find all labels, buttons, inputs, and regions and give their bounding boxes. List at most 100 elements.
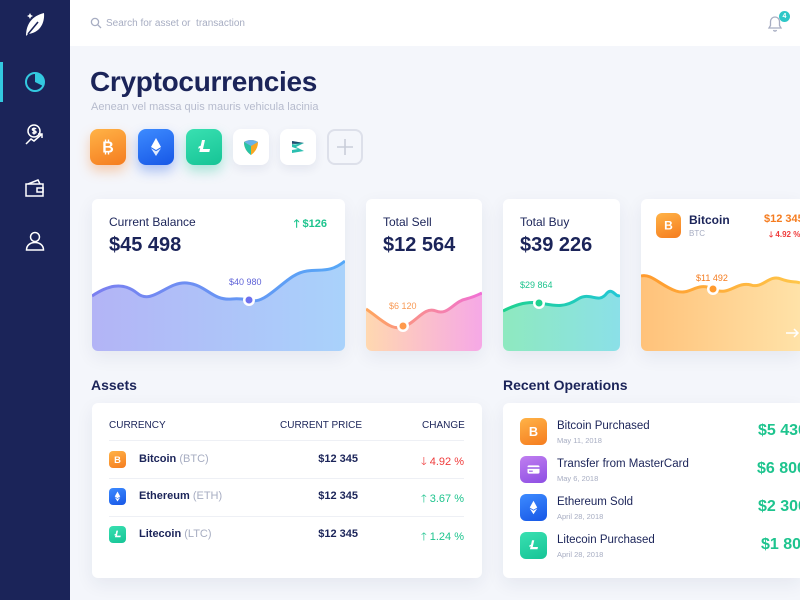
pie-chart-icon	[25, 72, 45, 92]
zilliqa-filter-button[interactable]	[280, 129, 316, 165]
bitcoin-card-ticker: BTC	[689, 229, 705, 238]
balance-label: Current Balance	[109, 215, 196, 229]
asset-name: Litecoin (LTC)	[139, 528, 212, 540]
arrow-up-icon: 🡑	[420, 531, 427, 543]
operation-amount: $5 430	[758, 422, 800, 439]
litecoin-icon	[198, 140, 210, 152]
arrow-right-icon[interactable]	[786, 327, 800, 339]
nem-filter-button[interactable]	[233, 129, 269, 165]
bitcoin-card-icon-box: B	[656, 213, 681, 238]
divider	[109, 440, 464, 441]
zilliqa-icon	[292, 141, 304, 153]
operation-amount: $6 800	[757, 460, 800, 477]
bitcoin-card[interactable]: B Bitcoin BTC $12 345 🡓 4.92 % $11 492	[641, 199, 800, 351]
bitcoin-tooltip: $11 492	[696, 273, 728, 283]
arrow-up-icon: 🡑	[420, 493, 427, 505]
assets-title: Assets	[91, 377, 137, 393]
asset-change: 🡑 1.24 %	[420, 531, 464, 543]
asset-row-ethereum[interactable]: Ethereum (ETH) $12 345 🡑 3.67 %	[109, 487, 464, 507]
operation-date: May 11, 2018	[557, 436, 602, 445]
operation-amount: $2 300	[758, 498, 800, 515]
credit-card-icon	[520, 456, 547, 483]
search-input[interactable]	[106, 14, 406, 32]
sell-label: Total Sell	[383, 215, 432, 229]
bell-icon[interactable]	[765, 13, 785, 33]
nav-wallet[interactable]	[0, 168, 70, 208]
add-coin-button[interactable]	[327, 129, 363, 165]
leaf-logo-icon[interactable]	[22, 10, 48, 38]
ethereum-filter-button[interactable]	[138, 129, 174, 165]
bitcoin-chart	[641, 274, 800, 351]
operation-date: May 6, 2018	[557, 474, 599, 483]
balance-chart	[92, 259, 345, 351]
nav-profile[interactable]	[0, 221, 70, 261]
operation-item[interactable]: Ethereum Sold April 28, 2018 $2 300	[520, 494, 800, 524]
litecoin-filter-button[interactable]	[186, 129, 222, 165]
bitcoin-card-change: 🡓 4.92 %	[769, 230, 800, 239]
bitcoin-icon: B	[520, 418, 547, 445]
litecoin-icon	[520, 532, 547, 559]
svg-text:B: B	[529, 424, 538, 439]
bitcoin-card-name: Bitcoin	[689, 213, 730, 227]
ethereum-icon	[109, 488, 126, 505]
total-sell-card[interactable]: Total Sell $12 564 $6 120	[366, 199, 482, 351]
asset-row-litecoin[interactable]: Litecoin (LTC) $12 345 🡑 1.24 %	[109, 525, 464, 545]
bitcoin-card-price: $12 345	[764, 213, 800, 225]
asset-price: $12 345	[318, 453, 358, 465]
col-change: CHANGE	[422, 420, 465, 431]
divider	[109, 516, 464, 517]
divider	[109, 478, 464, 479]
bitcoin-filter-button[interactable]: B	[90, 129, 126, 165]
operation-amount: $1 800	[761, 536, 800, 553]
col-current-price: CURRENT PRICE	[280, 420, 363, 431]
balance-tooltip: $40 980	[229, 277, 262, 287]
operation-item[interactable]: Litecoin Purchased April 28, 2018 $1 800	[520, 532, 800, 562]
operation-date: April 28, 2018	[557, 550, 604, 559]
svg-text:B: B	[664, 219, 673, 233]
asset-change: 🡑 3.67 %	[420, 493, 464, 505]
balance-change: 🡑 $126	[293, 218, 327, 230]
assets-card	[92, 403, 482, 578]
wallet-icon	[25, 179, 44, 197]
page-title: Cryptocurrencies	[90, 66, 318, 97]
nav-finance[interactable]	[0, 115, 70, 155]
nem-icon	[244, 140, 258, 155]
svg-text:B: B	[102, 140, 114, 157]
bitcoin-icon: B	[109, 451, 126, 468]
nav-dashboard[interactable]	[0, 62, 70, 102]
bitcoin-icon: B	[102, 139, 114, 157]
sell-chart	[366, 291, 482, 351]
current-balance-card[interactable]: Current Balance $45 498 🡑 $126 $40 980	[92, 199, 345, 351]
asset-name: Ethereum (ETH)	[139, 490, 223, 502]
svg-text:B: B	[114, 455, 121, 465]
operation-item[interactable]: B Bitcoin Purchased May 11, 2018 $5 430	[520, 418, 800, 448]
col-currency: CURRENCY	[109, 420, 166, 431]
sidebar	[0, 0, 70, 600]
arrow-up-icon: 🡑	[293, 218, 300, 230]
plus-icon	[337, 139, 353, 155]
operation-date: April 28, 2018	[557, 512, 604, 521]
asset-price: $12 345	[318, 528, 358, 540]
operation-title: Transfer from MasterCard	[557, 458, 689, 470]
asset-price: $12 345	[318, 490, 358, 502]
buy-tooltip: $29 864	[520, 280, 553, 290]
search-icon	[90, 17, 102, 29]
litecoin-icon	[109, 526, 126, 543]
sell-tooltip: $6 120	[389, 301, 417, 311]
notification-badge: 4	[779, 11, 790, 22]
asset-row-bitcoin[interactable]: B Bitcoin (BTC) $12 345 🡓 4.92 %	[109, 450, 464, 470]
ethereum-icon	[520, 494, 547, 521]
page-subtitle: Aenean vel massa quis mauris vehicula la…	[91, 101, 319, 113]
operations-card	[503, 403, 800, 578]
buy-label: Total Buy	[520, 215, 570, 229]
operation-title: Bitcoin Purchased	[557, 420, 650, 432]
operation-title: Ethereum Sold	[557, 496, 634, 508]
operation-item[interactable]: Transfer from MasterCard May 6, 2018 $6 …	[520, 456, 800, 486]
asset-change: 🡓 4.92 %	[420, 456, 464, 468]
total-buy-card[interactable]: Total Buy $39 226 $29 864	[503, 199, 620, 351]
operations-title: Recent Operations	[503, 377, 628, 393]
asset-name: Bitcoin (BTC)	[139, 453, 209, 465]
sell-value: $12 564	[383, 234, 456, 256]
bitcoin-icon: B	[664, 219, 673, 233]
ethereum-icon	[151, 138, 161, 156]
